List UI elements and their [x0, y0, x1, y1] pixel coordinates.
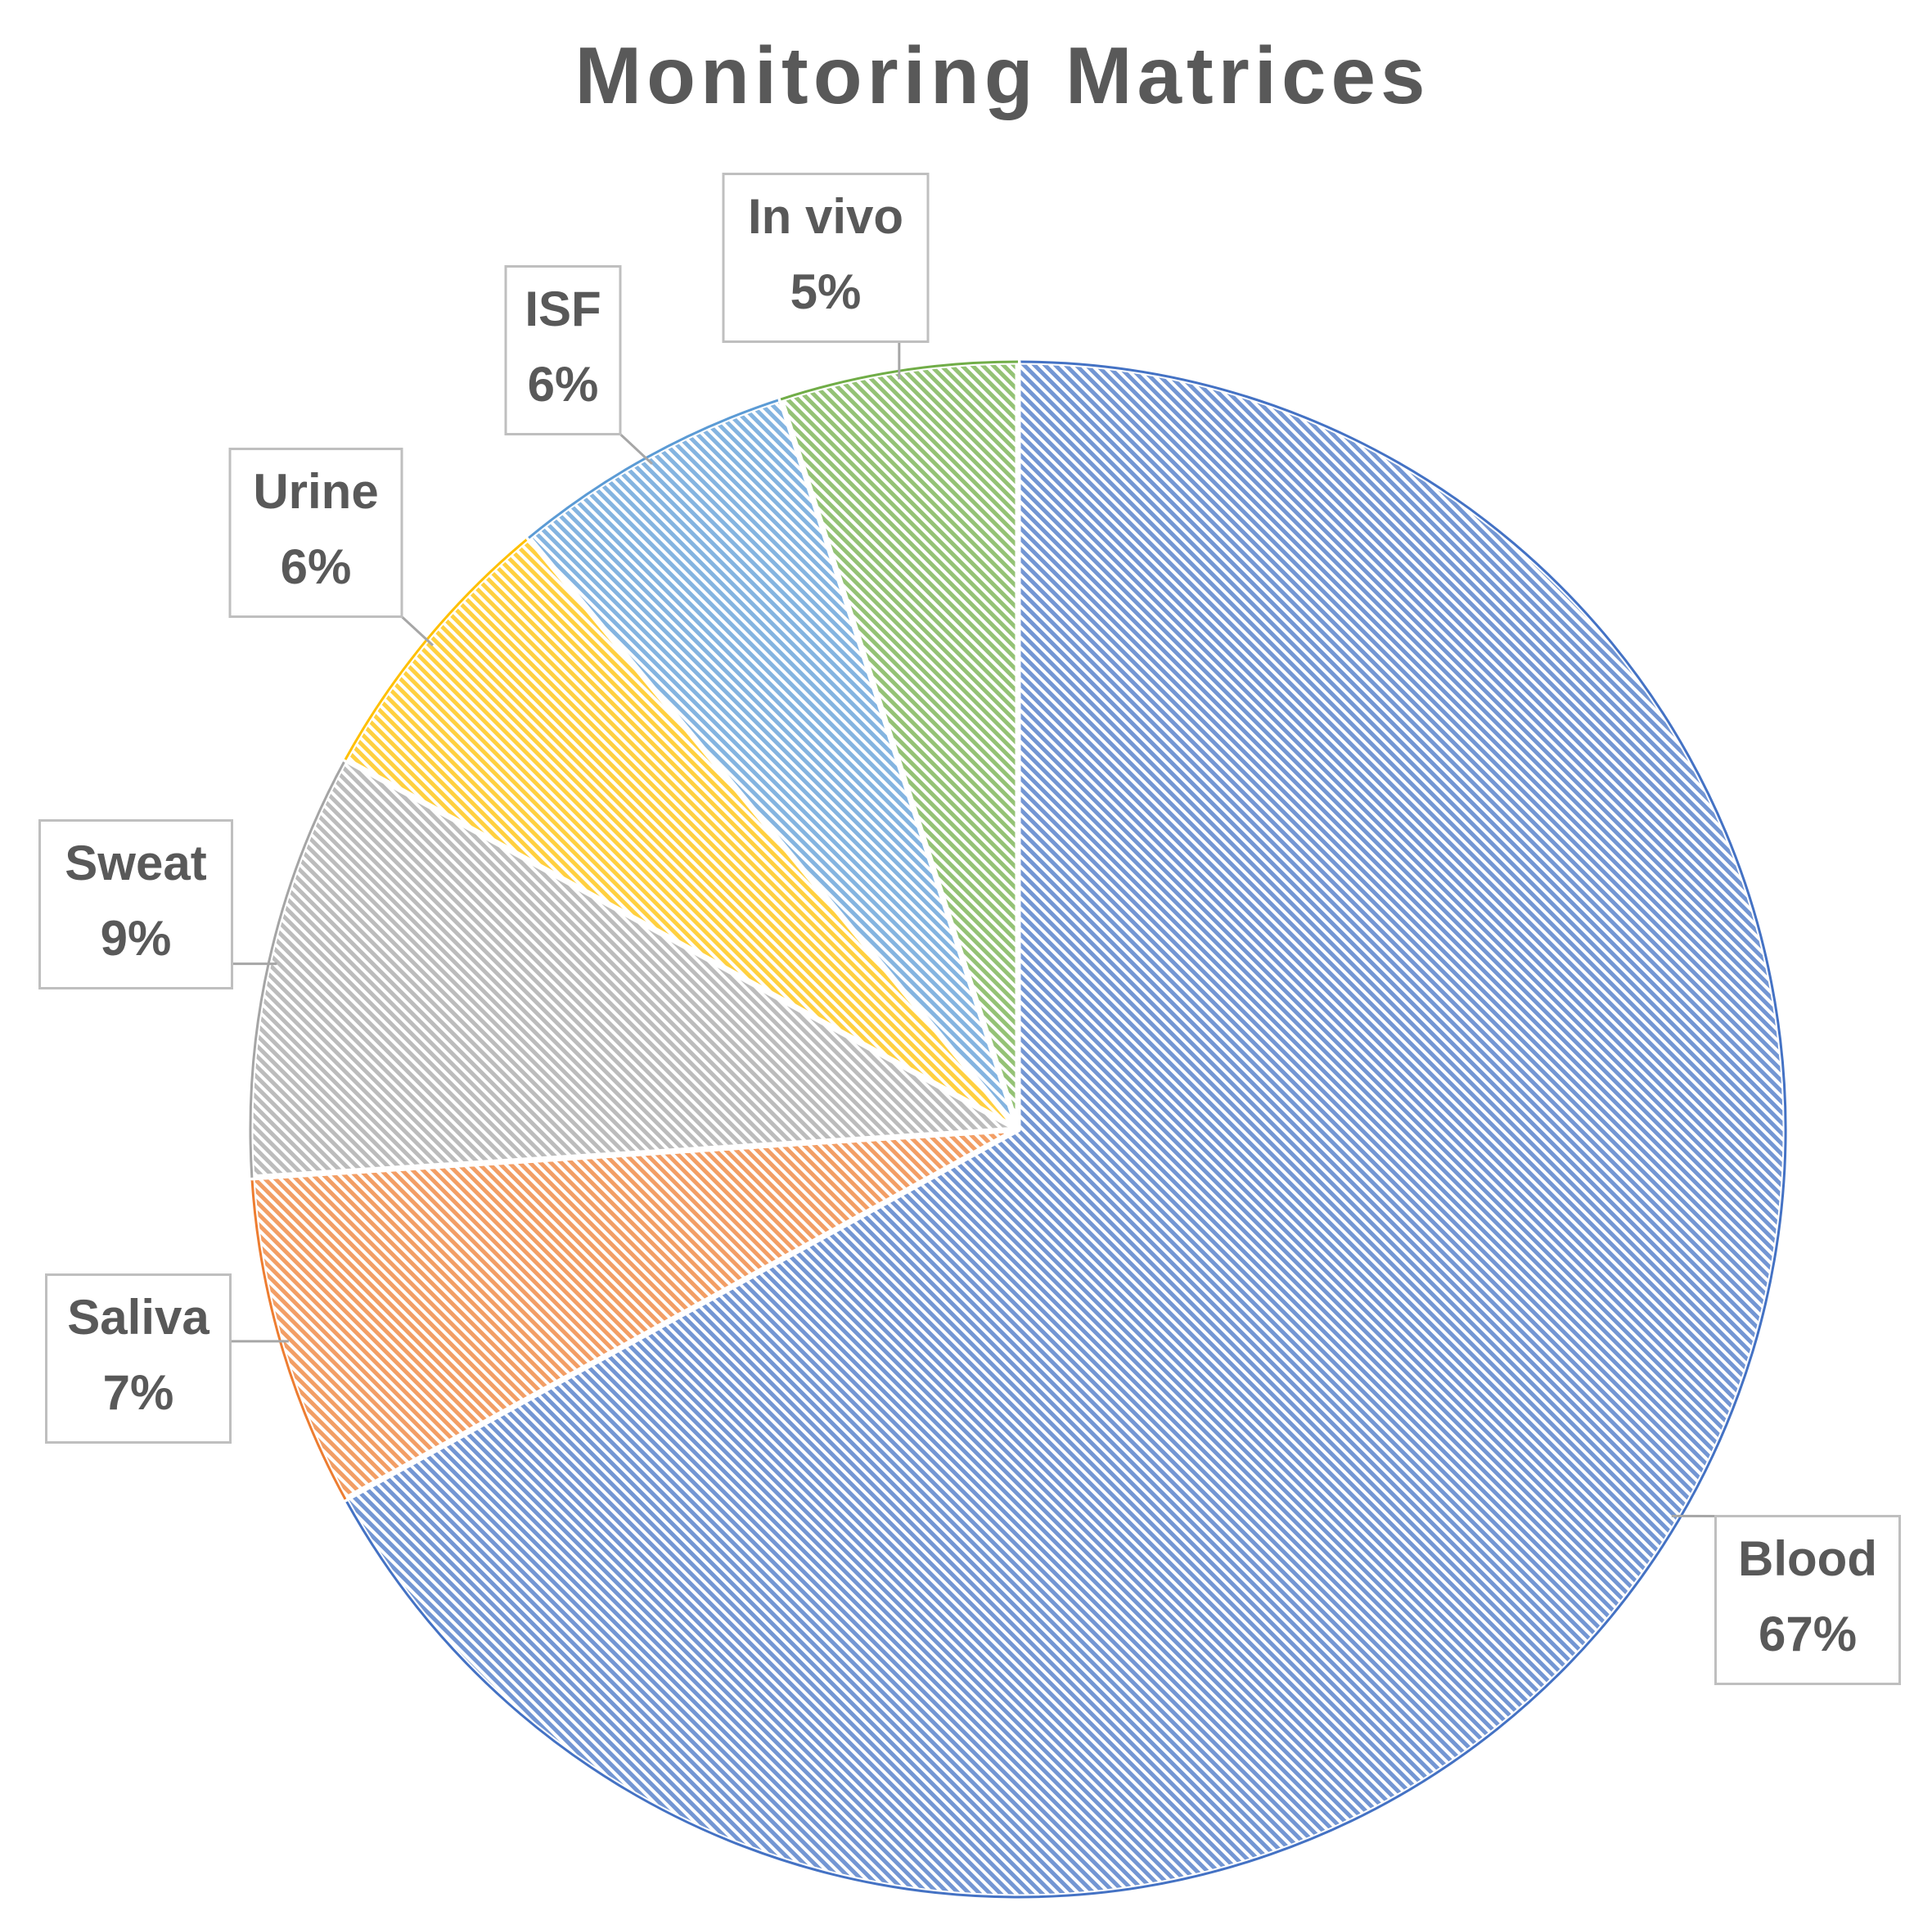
label-category: In vivo [748, 189, 903, 244]
label-value: 6% [528, 357, 599, 412]
label-box [228, 448, 403, 618]
slice-outline [250, 1177, 347, 1500]
slice-outline [780, 360, 1019, 401]
slice-outline [344, 360, 1787, 1899]
label-category: Urine [253, 464, 378, 519]
label-category: Sweat [65, 836, 206, 890]
label-value: 67% [1759, 1607, 1857, 1661]
label-box [1714, 1515, 1901, 1685]
slice-outline [528, 398, 781, 539]
leader-line [619, 433, 653, 465]
label-box [45, 1273, 232, 1444]
leader-line [400, 615, 434, 647]
label-box [722, 173, 930, 343]
label-category: Blood [1738, 1531, 1877, 1586]
label-value: 9% [101, 911, 172, 966]
label-value: 6% [281, 539, 352, 594]
label-category: Saliva [67, 1290, 209, 1345]
label-value: 7% [103, 1365, 174, 1420]
label-box [504, 265, 622, 435]
label-value: 5% [790, 264, 862, 319]
label-box [38, 819, 233, 989]
chart-title: Monitoring Matrices [574, 30, 1430, 120]
slice-outline [249, 759, 347, 1178]
label-category: ISF [525, 282, 601, 336]
